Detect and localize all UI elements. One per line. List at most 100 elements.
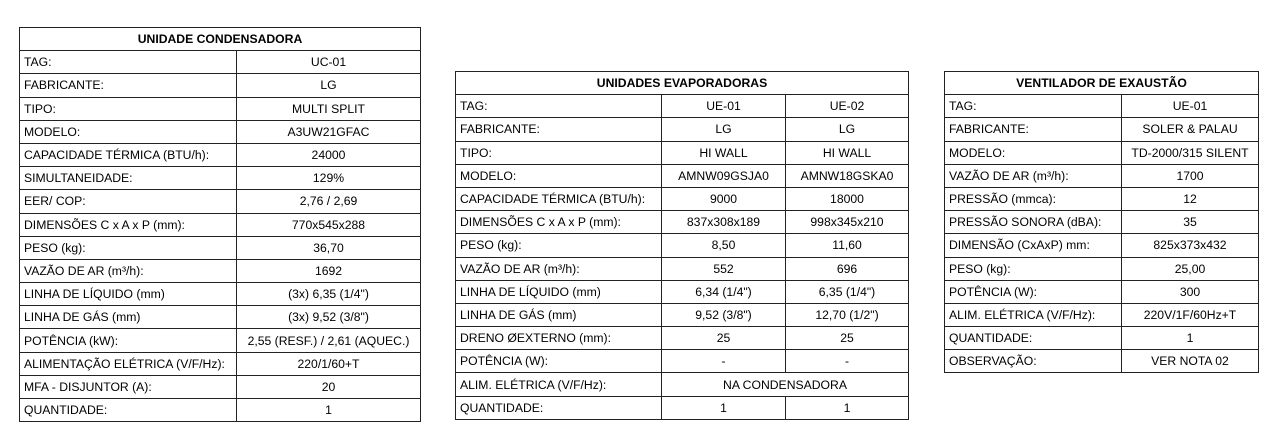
table-row: PRESSÃO (mmca): 12	[944, 186, 1259, 212]
row-value: 129%	[236, 166, 421, 191]
table-row: FABRICANTE: LG LG	[455, 117, 909, 142]
row-value: 1700	[1121, 163, 1259, 188]
table-row: QUANTIDADE: 1	[19, 397, 421, 423]
table-row: PESO (kg): 36,70	[19, 235, 421, 260]
row-label: POTÊNCIA (kW):	[19, 328, 237, 353]
row-label: ALIMENTAÇÃO ELÉTRICA (V/F/Hz):	[19, 351, 237, 376]
row-value: 6,35 (1/4")	[785, 279, 909, 304]
row-label: POTÊNCIA (W):	[944, 279, 1122, 304]
row-value: UE-01	[1121, 94, 1259, 119]
row-value: 998x345x210	[785, 210, 909, 235]
row-label: QUANTIDADE:	[944, 326, 1122, 351]
table-row: MFA - DISJUNTOR (A): 20	[19, 374, 421, 400]
row-label: PESO (kg):	[19, 235, 237, 260]
row-label: POTÊNCIA (W):	[455, 349, 662, 374]
table-row: TAG: UC-01	[19, 50, 421, 75]
row-value: 1	[1121, 326, 1259, 351]
row-label: QUANTIDADE:	[455, 395, 662, 420]
evaporadoras-table: UNIDADES EVAPORADORAS TAG: UE-01 UE-02 FABR…	[455, 70, 909, 420]
table-row: MODELO: AMNW09GSJA0 AMNW18GSKA0	[455, 163, 909, 188]
row-value: 12	[1121, 186, 1259, 212]
table-row: CAPACIDADE TÉRMICA (BTU/h): 9000 18000	[455, 186, 909, 212]
table-row: SIMULTANEIDADE: 129%	[19, 166, 421, 191]
row-label: EER/ COP:	[19, 189, 237, 214]
row-value: 220V/1F/60Hz+T	[1121, 302, 1259, 328]
row-value: 35	[1121, 210, 1259, 235]
row-label: ALIM. ELÉTRICA (V/F/Hz):	[455, 372, 662, 397]
table-row: TAG: UE-01	[944, 94, 1259, 119]
row-value: 20	[236, 374, 421, 400]
row-label: PRESSÃO SONORA (dBA):	[944, 210, 1122, 235]
row-value: 2,55 (RESF.) / 2,61 (AQUEC.)	[236, 328, 421, 353]
row-value: LG	[785, 117, 909, 142]
row-value: VER NOTA 02	[1121, 349, 1259, 374]
table-row: ALIM. ELÉTRICA (V/F/Hz): 220V/1F/60Hz+T	[944, 302, 1259, 328]
row-value: 25,00	[1121, 256, 1259, 281]
row-value: 2,76 / 2,69	[236, 189, 421, 214]
row-value: HI WALL	[785, 140, 909, 165]
row-value: LG	[236, 73, 421, 98]
row-label: PESO (kg):	[455, 233, 662, 258]
table-row: LINHA DE GÁS (mm) 9,52 (3/8") 12,70 (1/2")	[455, 302, 909, 328]
row-label: SIMULTANEIDADE:	[19, 166, 237, 191]
row-value: 9000	[661, 186, 786, 212]
row-label: DIMENSÃO (CxAxP) mm:	[944, 233, 1122, 258]
row-label: LINHA DE LÍQUIDO (mm)	[19, 282, 237, 307]
table-row: VAZÃO DE AR (m³/h): 552 696	[455, 256, 909, 281]
row-value: 36,70	[236, 235, 421, 260]
row-value: 12,70 (1/2")	[785, 302, 909, 328]
row-label: FABRICANTE:	[944, 117, 1122, 142]
row-label: PESO (kg):	[944, 256, 1122, 281]
row-label: TIPO:	[19, 96, 237, 121]
row-value: 837x308x189	[661, 210, 786, 235]
table-row: PRESSÃO SONORA (dBA): 35	[944, 210, 1259, 235]
row-value: A3UW21GFAC	[236, 119, 421, 144]
table-row: PESO (kg): 8,50 11,60	[455, 233, 909, 258]
row-value: 9,52 (3/8")	[661, 302, 786, 328]
row-value: UE-02	[785, 94, 909, 119]
row-value: 220/1/60+T	[236, 351, 421, 376]
row-value: 1	[661, 395, 786, 420]
row-value: 1692	[236, 258, 421, 284]
table-row: VAZÃO DE AR (m³/h): 1700	[944, 163, 1259, 188]
row-value: TD-2000/315 SILENT	[1121, 140, 1259, 165]
row-value: AMNW18GSKA0	[785, 163, 909, 188]
table-row: TIPO: HI WALL HI WALL	[455, 140, 909, 165]
row-label: TIPO:	[455, 140, 662, 165]
table-row: LINHA DE LÍQUIDO (mm) (3x) 6,35 (1/4")	[19, 282, 421, 307]
row-label: MODELO:	[19, 119, 237, 144]
table-title: VENTILADOR DE EXAUSTÃO	[944, 70, 1259, 96]
row-value: -	[785, 349, 909, 374]
row-label: CAPACIDADE TÉRMICA (BTU/h):	[19, 142, 237, 168]
row-label: VAZÃO DE AR (m³/h):	[944, 163, 1122, 188]
table-title: UNIDADE CONDENSADORA	[19, 26, 421, 52]
row-value: SOLER & PALAU	[1121, 117, 1259, 142]
row-label: TAG:	[944, 94, 1122, 119]
row-value: 18000	[785, 186, 909, 212]
row-value: 24000	[236, 142, 421, 168]
row-value: 1	[785, 395, 909, 420]
row-label: VAZÃO DE AR (m³/h):	[19, 258, 237, 284]
row-value: 6,34 (1/4")	[661, 279, 786, 304]
table-row: FABRICANTE: SOLER & PALAU	[944, 117, 1259, 142]
table-row: POTÊNCIA (kW): 2,55 (RESF.) / 2,61 (AQUEC…	[19, 328, 421, 353]
table-row: DIMENSÕES C x A x P (mm): 770x545x288	[19, 212, 421, 237]
row-label: MODELO:	[455, 163, 662, 188]
table-row: QUANTIDADE: 1	[944, 326, 1259, 351]
table-row: CAPACIDADE TÉRMICA (BTU/h): 24000	[19, 142, 421, 168]
table-row: VAZÃO DE AR (m³/h): 1692	[19, 258, 421, 284]
row-label: OBSERVAÇÃO:	[944, 349, 1122, 374]
row-value: 8,50	[661, 233, 786, 258]
row-label: TAG:	[19, 50, 237, 75]
table-row: POTÊNCIA (W): - -	[455, 349, 909, 374]
row-label: MODELO:	[944, 140, 1122, 165]
row-value: MULTI SPLIT	[236, 96, 421, 121]
condensadora-table: UNIDADE CONDENSADORA TAG: UC-01 FABRICANTE…	[19, 26, 421, 423]
table-row: QUANTIDADE: 1 1	[455, 395, 909, 420]
row-value: 696	[785, 256, 909, 281]
row-value: 25	[661, 326, 786, 351]
row-value: UC-01	[236, 50, 421, 75]
row-value: -	[661, 349, 786, 374]
row-label: DIMENSÕES C x A x P (mm):	[19, 212, 237, 237]
row-label: DRENO ØEXTERNO (mm):	[455, 326, 662, 351]
